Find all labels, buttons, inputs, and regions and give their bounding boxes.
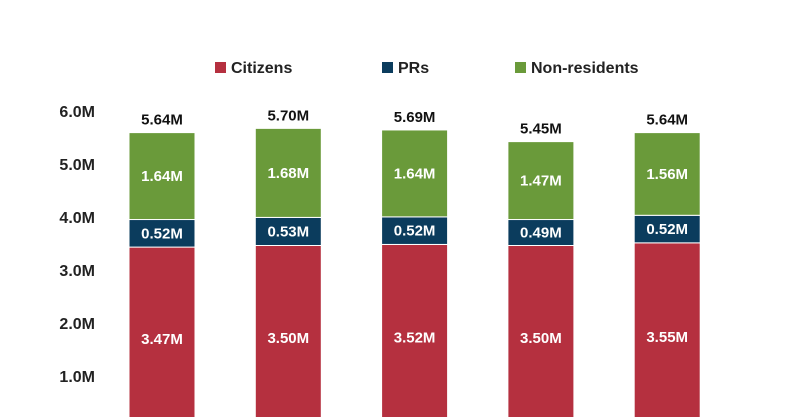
total-label: 5.70M (267, 107, 309, 124)
legend-swatch (215, 62, 226, 73)
segment-label: 1.56M (646, 166, 688, 183)
segment-label: 0.53M (267, 223, 309, 240)
segment-label: 3.52M (394, 330, 436, 347)
y-tick-label: 2.0M (59, 316, 95, 333)
bar-segment (254, 245, 322, 417)
y-tick-label: 3.0M (59, 263, 95, 280)
segment-label: 0.52M (646, 221, 688, 238)
bar-segment (633, 242, 701, 417)
segment-label: 1.64M (394, 165, 436, 182)
total-label: 5.64M (141, 112, 183, 129)
total-label: 5.69M (394, 109, 436, 126)
bar-segment (633, 214, 701, 244)
total-label: 5.45M (520, 121, 562, 138)
legend-swatch (382, 62, 393, 73)
legend-label: Non-residents (531, 60, 639, 77)
bar-segment (381, 216, 449, 245)
legend-label: PRs (398, 60, 429, 77)
segment-label: 3.47M (141, 331, 183, 348)
bar-segment (633, 132, 701, 216)
bar-segment (128, 219, 196, 248)
total-label: 5.64M (646, 112, 688, 129)
bar-segment (254, 127, 322, 218)
segment-label: 3.55M (646, 329, 688, 346)
segment-label: 3.50M (520, 330, 562, 347)
bar-segment (381, 243, 449, 417)
segment-label: 3.50M (267, 330, 309, 347)
legend-label: Citizens (231, 60, 292, 77)
bar-segment (128, 132, 196, 221)
y-tick-label: 5.0M (59, 157, 95, 174)
segment-label: 0.49M (520, 224, 562, 241)
bar-segment (254, 216, 322, 247)
segment-label: 0.52M (141, 225, 183, 242)
segment-label: 1.64M (141, 168, 183, 185)
bar-segment (507, 141, 575, 221)
segment-label: 0.52M (394, 223, 436, 240)
bar-segment (507, 245, 575, 417)
y-tick-label: 4.0M (59, 210, 95, 227)
segment-label: 1.47M (520, 173, 562, 190)
bar-segment (381, 129, 449, 218)
y-tick-label: 1.0M (59, 369, 95, 386)
segment-label: 1.68M (267, 165, 309, 182)
bar-segment (128, 246, 196, 417)
y-tick-label: 6.0M (59, 104, 95, 121)
legend-swatch (515, 62, 526, 73)
